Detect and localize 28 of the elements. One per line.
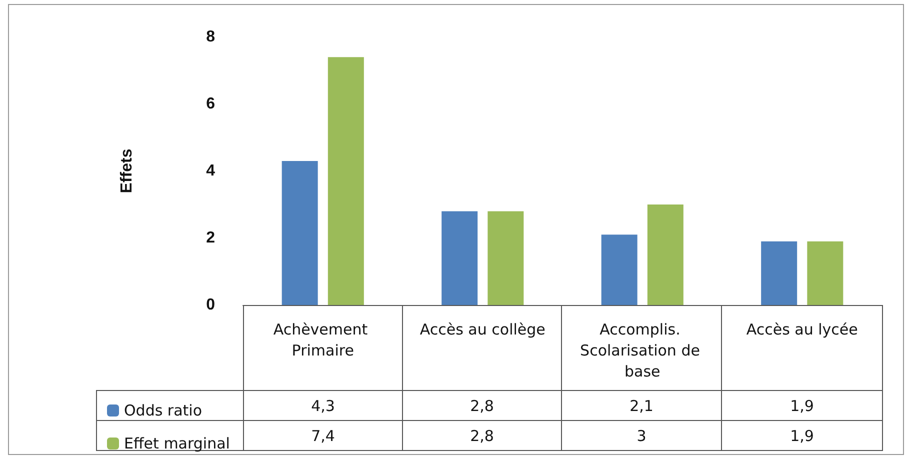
bar	[601, 234, 638, 305]
y-axis-title: Effets	[118, 148, 136, 194]
data-label: 3	[561, 420, 722, 451]
y-tick-label: 2	[206, 230, 216, 246]
y-tick-label: 6	[206, 96, 216, 112]
data-label: 4,3	[243, 390, 403, 421]
y-tick-label: 8	[206, 28, 216, 46]
bar	[761, 241, 798, 305]
bar	[328, 57, 364, 305]
bar	[282, 160, 318, 305]
x-tick-label: Accomplis. Scolarisation de base	[580, 320, 705, 380]
data-label: 2,1	[561, 390, 722, 421]
data-label: 1,9	[721, 420, 883, 451]
data-label: 2,8	[402, 420, 562, 451]
legend-label: Odds ratio	[124, 402, 202, 420]
bar	[647, 204, 684, 305]
y-tick-label: 4	[206, 162, 216, 180]
data-label: 1,9	[721, 390, 883, 421]
y-tick-label: 0	[206, 296, 216, 314]
bar	[442, 211, 478, 305]
data-label: 2,8	[402, 390, 562, 421]
x-tick-label: Accès au lycée	[746, 320, 858, 338]
x-tick-label: Accès au collège	[420, 320, 546, 338]
x-tick-label: Achèvement Primaire	[273, 320, 372, 360]
data-label: 7,4	[243, 420, 403, 451]
bar	[807, 241, 844, 305]
legend-label: Effet marginal	[124, 434, 230, 452]
bar	[488, 211, 524, 305]
